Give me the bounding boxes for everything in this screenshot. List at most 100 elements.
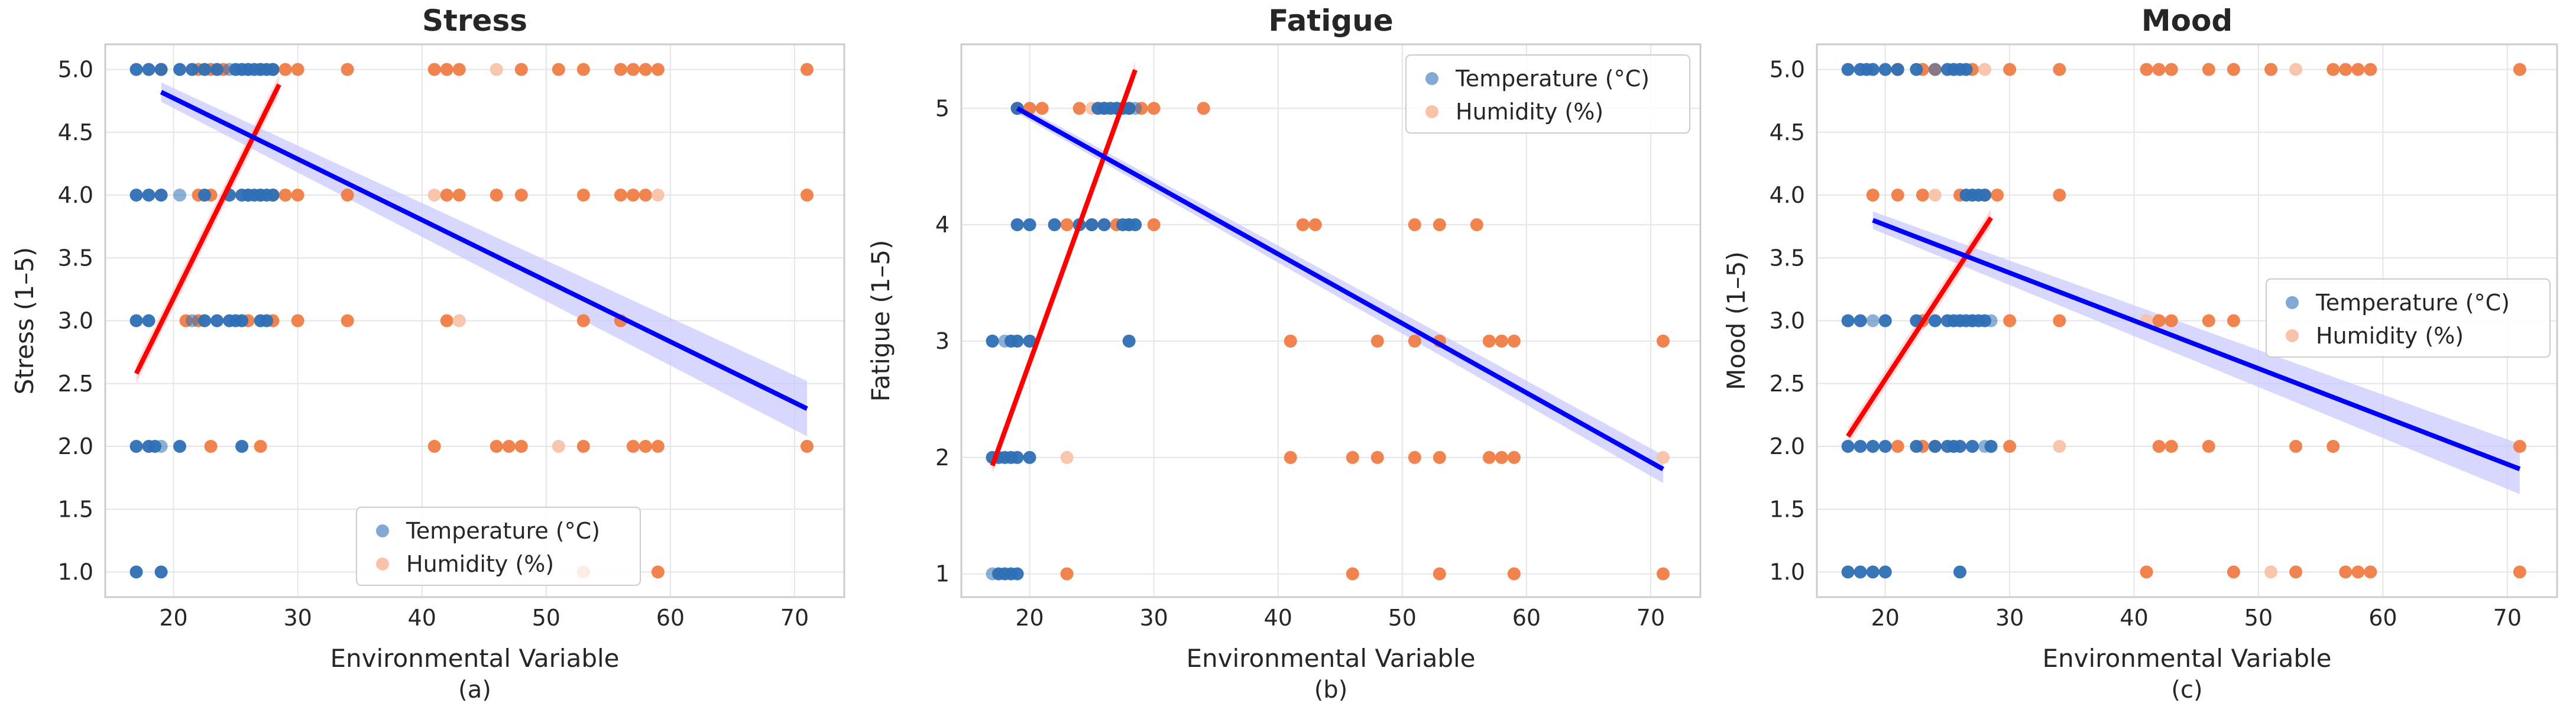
humidity-point — [576, 189, 590, 202]
legend-label-temperature: Temperature (°C) — [2315, 290, 2510, 316]
x-tick-label: 40 — [1264, 605, 1292, 631]
temperature-point — [1023, 334, 1036, 348]
humidity-point — [626, 440, 640, 453]
humidity-point — [1656, 334, 1670, 348]
legend-label-humidity: Humidity (%) — [1456, 99, 1603, 125]
humidity-point — [514, 63, 528, 76]
legend-marker-temperature — [1425, 72, 1438, 85]
y-tick-label: 1.0 — [1770, 559, 1805, 585]
temperature-point — [1878, 63, 1892, 76]
x-tick-label: 20 — [1015, 605, 1044, 631]
x-tick-label: 30 — [1995, 605, 2024, 631]
humidity-point — [427, 63, 441, 76]
plot-area — [961, 44, 1700, 597]
temperature-point — [260, 314, 274, 328]
temperature-point — [1953, 440, 1966, 453]
y-tick-label: 1.0 — [58, 559, 93, 585]
humidity-point — [490, 63, 503, 76]
temperature-point — [266, 63, 280, 76]
x-tick-label: 20 — [1871, 605, 1900, 631]
temperature-point — [1854, 314, 1867, 328]
humidity-point — [2289, 565, 2303, 579]
humidity-point — [1197, 102, 1210, 115]
humidity-point — [291, 314, 304, 328]
humidity-point — [1495, 334, 1508, 348]
humidity-point — [1891, 440, 1904, 453]
humidity-point — [2326, 63, 2340, 76]
humidity-point — [651, 63, 665, 76]
humidity-point — [1433, 567, 1446, 581]
humidity-point — [2351, 565, 2365, 579]
humidity-point — [2202, 440, 2215, 453]
legend-box — [1405, 54, 1690, 134]
temperature-point — [142, 63, 155, 76]
temperature-point — [1959, 63, 1973, 76]
y-tick-label: 4 — [935, 212, 950, 238]
humidity-point — [440, 189, 453, 202]
temperature-point — [154, 189, 168, 202]
temperature-point — [986, 334, 999, 348]
humidity-point — [2364, 63, 2377, 76]
humidity-point — [2264, 565, 2278, 579]
temperature-point — [186, 314, 199, 328]
y-axis-label: Stress (1–5) — [10, 247, 39, 395]
temperature-point — [235, 314, 249, 328]
temperature-point — [1928, 63, 1942, 76]
humidity-point — [1147, 218, 1161, 232]
humidity-point — [2152, 440, 2166, 453]
temperature-point — [1841, 314, 1855, 328]
x-tick-label: 50 — [2244, 605, 2273, 631]
humidity-point — [2165, 63, 2178, 76]
humidity-point — [614, 189, 627, 202]
humidity-point — [1991, 189, 2004, 202]
y-tick-label: 5.0 — [58, 57, 93, 83]
temperature-point — [129, 565, 143, 579]
panel-label: (a) — [458, 676, 491, 704]
humidity-point — [278, 189, 292, 202]
legend-label-temperature: Temperature (°C) — [406, 518, 600, 544]
x-tick-label: 40 — [2120, 605, 2148, 631]
y-axis-label: Mood (1–5) — [1722, 251, 1751, 390]
humidity-point — [1060, 218, 1074, 232]
x-tick-label: 60 — [656, 605, 685, 631]
x-axis-label: Environmental Variable — [330, 644, 620, 673]
humidity-point — [2513, 565, 2526, 579]
x-tick-label: 50 — [1388, 605, 1417, 631]
humidity-point — [452, 189, 466, 202]
humidity-point — [2513, 440, 2526, 453]
humidity-point — [2165, 314, 2178, 328]
y-tick-label: 3.5 — [1770, 245, 1805, 271]
y-tick-label: 3 — [935, 328, 950, 354]
x-tick-label: 20 — [159, 605, 187, 631]
humidity-point — [1495, 451, 1508, 464]
humidity-point — [2264, 63, 2278, 76]
temperature-point — [266, 189, 280, 202]
humidity-point — [800, 440, 814, 453]
temperature-point — [1978, 189, 1992, 202]
temperature-point — [1841, 565, 1855, 579]
humidity-point — [2513, 63, 2526, 76]
y-tick-label: 5 — [935, 95, 950, 121]
legend-marker-humidity — [2286, 329, 2299, 342]
humidity-point — [427, 440, 441, 453]
humidity-point — [651, 189, 665, 202]
temperature-point — [1928, 314, 1942, 328]
temperature-point — [1122, 334, 1136, 348]
temperature-regression-line — [990, 69, 1138, 466]
humidity-point — [2152, 63, 2166, 76]
chart-title: Mood — [2141, 4, 2232, 38]
humidity-point — [1408, 451, 1421, 464]
chart-title: Stress — [422, 4, 527, 38]
legend-marker-humidity — [376, 558, 389, 571]
humidity-point — [1370, 334, 1384, 348]
humidity-point — [1408, 218, 1421, 232]
temperature-point — [210, 63, 224, 76]
humidity-point — [2152, 314, 2166, 328]
y-tick-label: 4.0 — [58, 182, 93, 208]
humidity-point — [1296, 218, 1310, 232]
humidity-point — [2053, 314, 2066, 328]
temperature-point — [1984, 314, 1998, 328]
humidity-point — [626, 63, 640, 76]
temperature-point — [235, 440, 249, 453]
